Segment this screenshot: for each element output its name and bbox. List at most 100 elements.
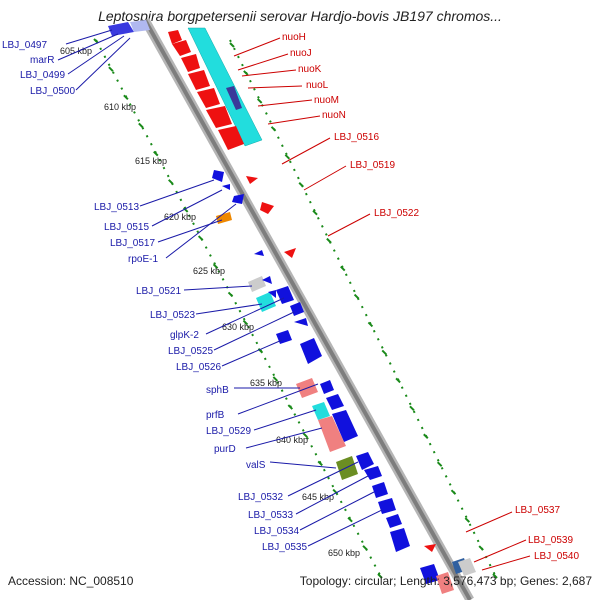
gene-label-left[interactable]: LBJ_0529 (206, 426, 251, 437)
minor-tick (492, 573, 498, 579)
gene-label-left[interactable]: LBJ_0526 (176, 362, 221, 373)
gene-label-left[interactable]: LBJ_0523 (150, 310, 195, 321)
kbp-tick-labels: 605 kbp 610 kbp 615 kbp 620 kbp 625 kbp … (60, 46, 360, 558)
gene-label-left[interactable]: marR (30, 55, 54, 66)
feature-arrow[interactable] (320, 380, 334, 394)
feature-pink-block[interactable] (318, 416, 346, 452)
gene-label-left[interactable]: valS (246, 460, 266, 471)
gene-label-right[interactable]: LBJ_0539 (528, 535, 573, 546)
gene-label-left[interactable]: LBJ_0497 (2, 40, 47, 51)
gene-label-right[interactable]: nuoK (298, 64, 322, 75)
gene-label-left[interactable]: prfB (206, 410, 225, 421)
gene-label-right[interactable]: nuoM (314, 95, 339, 106)
minor-tick (242, 319, 249, 326)
feature-nuo-arrow[interactable] (188, 70, 210, 90)
feature-arrow[interactable] (424, 544, 436, 552)
gene-label-right[interactable]: nuoJ (290, 48, 312, 59)
feature-arrow[interactable] (222, 184, 230, 190)
gene-label-right[interactable]: LBJ_0516 (334, 132, 379, 143)
feature-arrow[interactable] (232, 194, 244, 204)
feature-gene-block[interactable] (130, 20, 150, 32)
feature-gray-block[interactable] (248, 276, 266, 292)
feature-cyan-block[interactable] (256, 292, 276, 312)
feature-arrow[interactable] (372, 482, 388, 498)
feature-arrow[interactable] (246, 176, 258, 184)
feature-nuo-arrow[interactable] (181, 54, 200, 72)
feature-arrow[interactable] (364, 466, 382, 480)
leader-line (281, 137, 331, 165)
feature-arrow[interactable] (294, 318, 308, 326)
tick-track-left (95, 39, 381, 576)
feature-nuo-arrow[interactable] (197, 88, 220, 108)
minor-tick (362, 545, 368, 551)
feature-arrow[interactable] (386, 514, 402, 528)
feature-nuo-arrow[interactable] (206, 106, 232, 128)
gene-label-left[interactable]: LBJ_0515 (104, 222, 149, 233)
gene-label-right[interactable]: nuoN (322, 110, 346, 121)
gene-label-left[interactable]: rpoE-1 (128, 254, 158, 265)
feature-arrow[interactable] (262, 276, 272, 284)
gene-label-right[interactable]: LBJ_0519 (350, 160, 395, 171)
feature-olive-block[interactable] (336, 456, 358, 480)
leader-line (327, 213, 371, 237)
feature-arrow[interactable] (212, 170, 224, 182)
gene-label-left[interactable]: LBJ_0499 (20, 70, 65, 81)
feature-gray-block[interactable] (458, 558, 476, 576)
feature-arrow[interactable] (356, 452, 374, 470)
gene-label-right[interactable]: nuoH (282, 32, 306, 43)
feature-cyan-block[interactable] (187, 27, 263, 147)
gene-label-right[interactable]: LBJ_0540 (534, 551, 579, 562)
feature-arrow[interactable] (260, 202, 274, 214)
feature-pink-block[interactable] (436, 572, 454, 594)
gene-label-left[interactable]: LBJ_0535 (262, 542, 307, 553)
minor-tick (168, 179, 174, 185)
leader-line (67, 35, 125, 75)
gene-label-left[interactable]: LBJ_0534 (254, 526, 299, 537)
kbp-label: 610 kbp (104, 102, 136, 112)
feature-gene-block[interactable] (108, 22, 134, 36)
feature-arrow[interactable] (300, 338, 322, 364)
gene-label-left[interactable]: LBJ_0517 (110, 238, 155, 249)
gene-label-left[interactable]: LBJ_0525 (168, 346, 213, 357)
gene-label-left[interactable]: LBJ_0533 (248, 510, 293, 521)
minor-tick (270, 126, 277, 132)
gene-label-right[interactable]: LBJ_0522 (374, 208, 419, 219)
kbp-label: 620 kbp (164, 212, 196, 222)
minor-tick (256, 98, 263, 104)
feature-cyan-block[interactable] (312, 402, 330, 420)
feature-nuo-arrow[interactable] (172, 40, 191, 56)
feature-nuo-arrow[interactable] (218, 126, 244, 150)
gene-label-left[interactable]: sphB (206, 385, 229, 396)
accession-text: Accession: NC_008510 (8, 574, 134, 588)
feature-arrow[interactable] (268, 290, 276, 298)
gene-label-left[interactable]: LBJ_0500 (30, 86, 75, 97)
gene-label-left[interactable]: LBJ_0513 (94, 202, 139, 213)
feature-arrow[interactable] (284, 248, 296, 258)
feature-gene-block[interactable] (226, 86, 242, 110)
gene-label-left[interactable]: LBJ_0521 (136, 286, 181, 297)
minor-tick (227, 291, 234, 298)
leader-line (75, 37, 131, 91)
gene-label-left[interactable]: LBJ_0532 (238, 492, 283, 503)
minor-tick (197, 235, 204, 241)
minor-tick (423, 433, 429, 439)
feature-arrow[interactable] (390, 528, 410, 552)
feature-nuo-arrow[interactable] (168, 30, 182, 44)
leader-line (269, 461, 337, 469)
feature-arrow[interactable] (254, 250, 264, 256)
leader-line (157, 219, 223, 243)
leader-line (213, 311, 295, 351)
kbp-label: 615 kbp (135, 156, 167, 166)
left-gene-labels: LBJ_0497 marR LBJ_0499 LBJ_0500 LBJ_0513… (2, 29, 383, 553)
gene-label-right[interactable]: LBJ_0537 (515, 505, 560, 516)
feature-arrow[interactable] (378, 498, 396, 514)
feature-arrow[interactable] (326, 394, 344, 410)
feature-arrow[interactable] (332, 410, 358, 442)
gene-label-right[interactable]: nuoL (306, 80, 329, 91)
leader-line (299, 491, 375, 531)
gene-label-left[interactable]: purD (214, 444, 236, 455)
gene-label-left[interactable]: glpK-2 (170, 330, 199, 341)
minor-tick (93, 38, 99, 44)
leader-line (245, 427, 323, 449)
feature-arrow[interactable] (420, 564, 440, 584)
